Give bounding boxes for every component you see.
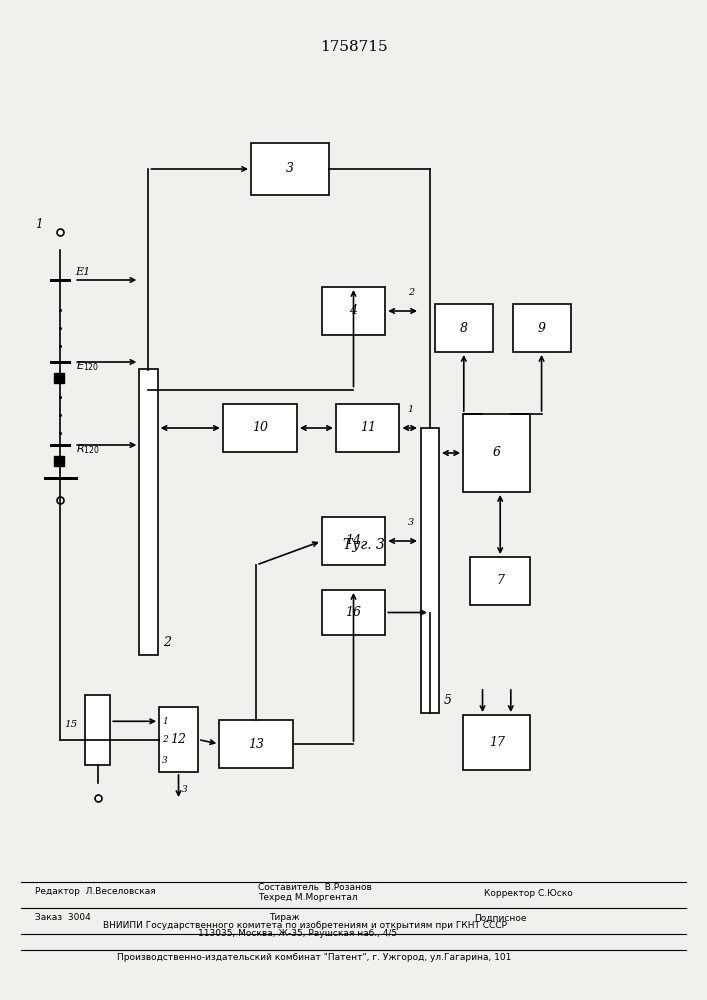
Text: 10: 10: [252, 421, 268, 434]
FancyBboxPatch shape: [139, 369, 158, 654]
FancyBboxPatch shape: [513, 304, 571, 352]
Text: Корректор С.Юско: Корректор С.Юско: [484, 888, 573, 898]
Text: 6: 6: [493, 446, 501, 460]
FancyBboxPatch shape: [223, 404, 297, 452]
Text: Τуг. 3: Τуг. 3: [343, 538, 385, 552]
Text: 1: 1: [162, 717, 168, 726]
Text: 12: 12: [170, 733, 187, 746]
Text: Редактор  Л.Веселовская: Редактор Л.Веселовская: [35, 886, 156, 896]
Text: 3: 3: [408, 518, 414, 527]
Text: 1: 1: [408, 405, 414, 414]
FancyBboxPatch shape: [322, 517, 385, 565]
Text: 3: 3: [162, 756, 168, 765]
Text: 2: 2: [408, 288, 414, 297]
Text: 16: 16: [346, 606, 361, 619]
FancyBboxPatch shape: [435, 304, 493, 352]
Text: E1: E1: [76, 267, 91, 277]
Text: 11: 11: [360, 421, 375, 434]
Text: Производственно-издательский комбинат "Патент", г. Ужгород, ул.Гагарина, 101: Производственно-издательский комбинат "П…: [117, 954, 511, 962]
Text: 9: 9: [537, 322, 546, 334]
Text: $R_{120}$: $R_{120}$: [76, 442, 100, 456]
FancyBboxPatch shape: [463, 715, 530, 770]
Text: 1758715: 1758715: [320, 40, 387, 54]
Text: ВНИИПИ Государственного комитета по изобретениям и открытиям при ГКНТ СССР: ВНИИПИ Государственного комитета по изоб…: [103, 922, 506, 930]
Text: 5: 5: [444, 694, 452, 707]
FancyBboxPatch shape: [85, 695, 110, 765]
Text: 2: 2: [163, 636, 171, 649]
Text: 14: 14: [346, 534, 361, 548]
Text: Подписное: Подписное: [474, 914, 526, 922]
FancyBboxPatch shape: [159, 707, 198, 772]
FancyBboxPatch shape: [219, 720, 293, 768]
FancyBboxPatch shape: [470, 557, 530, 605]
Text: 13: 13: [248, 738, 264, 750]
FancyBboxPatch shape: [421, 428, 439, 712]
Text: Тираж: Тираж: [269, 914, 299, 922]
FancyBboxPatch shape: [322, 590, 385, 635]
Text: 1: 1: [35, 219, 42, 232]
Text: 2: 2: [162, 735, 168, 744]
FancyBboxPatch shape: [322, 287, 385, 335]
Text: 8: 8: [460, 322, 468, 334]
Text: 15: 15: [64, 720, 78, 729]
Text: 17: 17: [489, 736, 505, 749]
Text: 4: 4: [349, 304, 358, 318]
Text: 3: 3: [182, 786, 188, 794]
FancyBboxPatch shape: [463, 414, 530, 492]
FancyBboxPatch shape: [336, 404, 399, 452]
FancyBboxPatch shape: [251, 143, 329, 195]
Text: 7: 7: [496, 574, 504, 587]
Text: Составитель  В.Розанов: Составитель В.Розанов: [258, 884, 372, 892]
Text: 113035, Москва, Ж-35, Раушская наб., 4/5: 113035, Москва, Ж-35, Раушская наб., 4/5: [198, 930, 397, 938]
Text: 3: 3: [286, 162, 294, 175]
Text: $E_{120}$: $E_{120}$: [76, 359, 99, 373]
Text: Заказ  3004: Заказ 3004: [35, 914, 91, 922]
Text: Техред М.Моргентал: Техред М.Моргентал: [258, 894, 358, 902]
